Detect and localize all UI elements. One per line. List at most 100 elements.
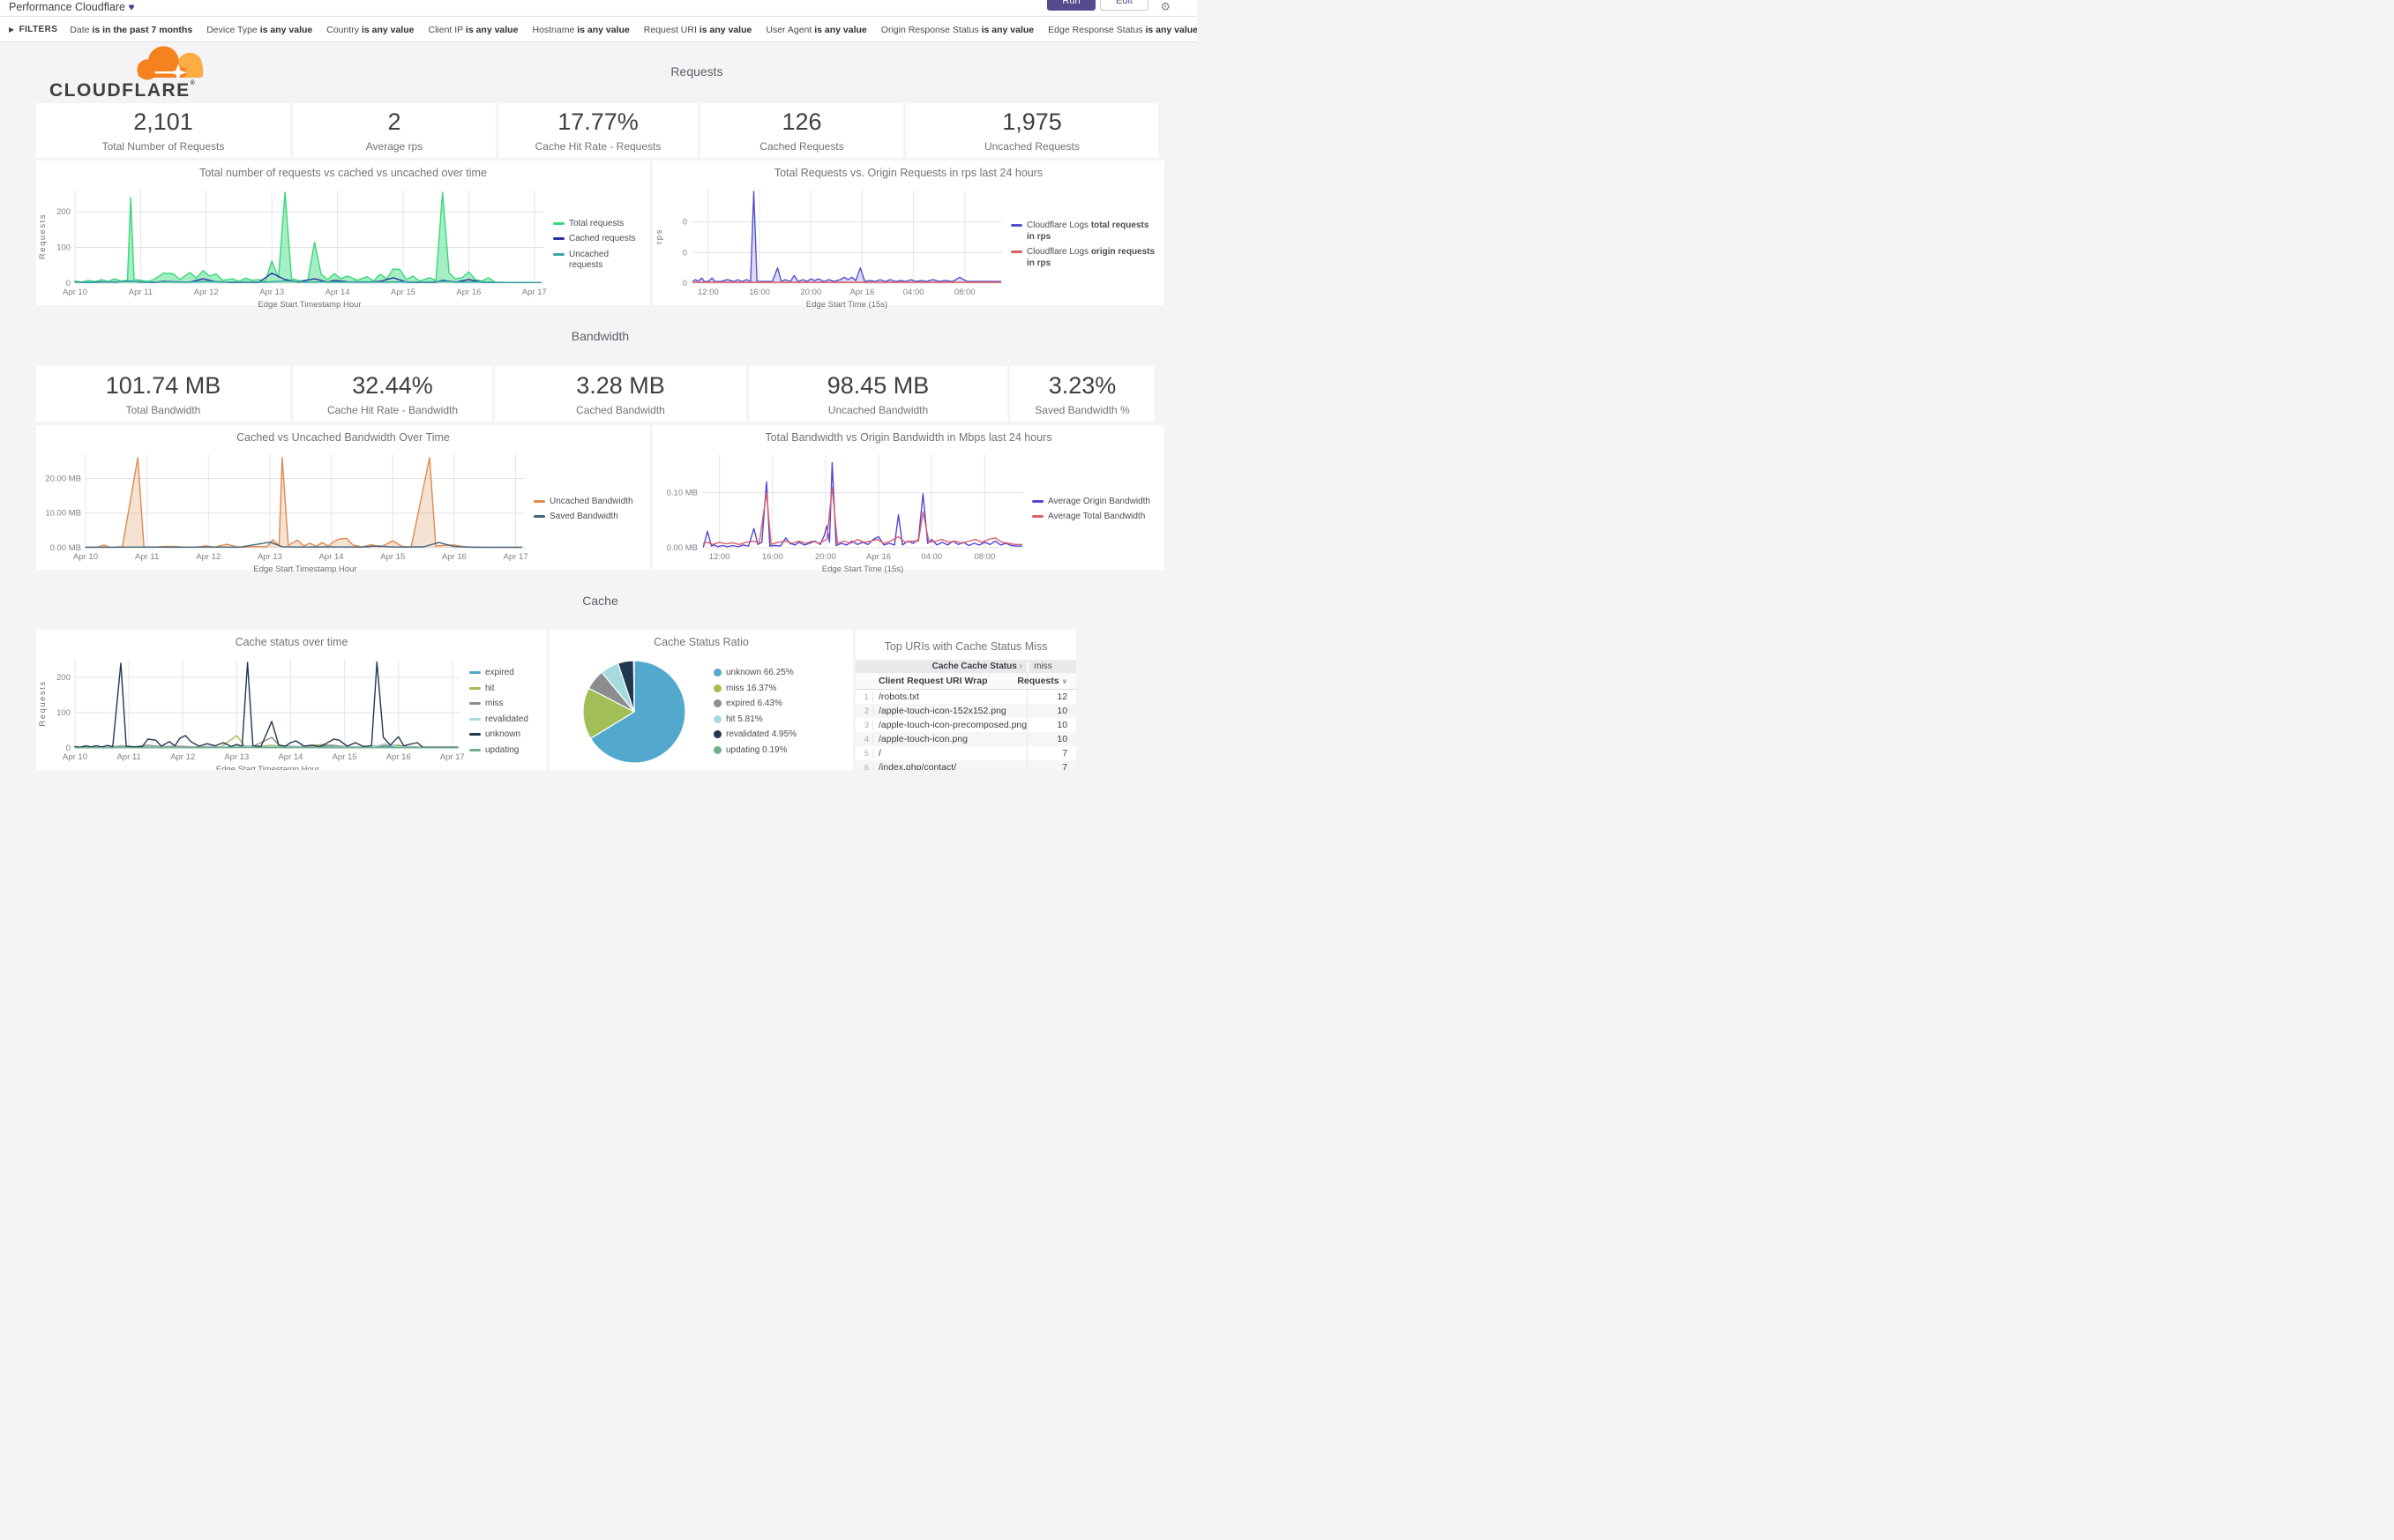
filter-field: Country [326,25,362,35]
cloudflare-cloud-icon [137,46,204,82]
legend-item[interactable]: expired 6.43% [714,699,797,710]
pie-slice-unknown[interactable] [589,660,686,764]
legend-swatch [714,714,722,723]
legend-swatch [714,669,722,677]
legend-item[interactable]: miss [469,699,542,710]
legend-item[interactable]: revalidated [469,714,542,726]
row-uri: /index.php/contact/ [879,762,957,770]
legend-item[interactable]: Total requests [553,219,645,230]
legend-swatch [469,733,481,736]
svg-text:04:00: 04:00 [903,288,924,297]
kpi-value: 98.45 MB [827,371,930,399]
legend-item[interactable]: Cloudflare Logs total requests in rps [1011,221,1159,243]
kpi-value: 2 [387,108,401,135]
filter-item[interactable]: Edge Response Status is any value [1048,25,1197,35]
kpi-label: Uncached Bandwidth [827,403,929,416]
legend-label: unknown 66.25% [726,668,794,677]
tile-top-uris-table: Top URIs with Cache Status Miss Cache Cac… [856,630,1077,770]
legend-label: Average Origin Bandwidth [1048,496,1150,506]
kpi-tile: 2,101 Total Number of Requests [36,103,290,158]
svg-text:Apr 13: Apr 13 [258,552,282,562]
legend-label: miss [485,699,504,708]
pie-legend: unknown 66.25% miss 16.37% expired 6.43% hi… [708,654,800,770]
chart-plot: Apr 10 Apr 11 Apr 12 Apr 13 Apr 14 Apr 15 Apr … [45,454,528,574]
filter-item[interactable]: Hostname is any value [532,25,629,35]
legend-item[interactable]: Average Total Bandwidth [1032,512,1159,523]
svg-text:Apr 11: Apr 11 [135,552,159,562]
filter-item[interactable]: Request URI is any value [644,25,752,35]
legend-item[interactable]: Cloudflare Logs origin requests in rps [1011,247,1159,269]
filter-value: is any value [259,25,313,35]
dashboard-title: Performance Cloudflare ♥ [9,1,135,13]
svg-text:08:00: 08:00 [974,552,995,562]
svg-text:16:00: 16:00 [749,288,770,297]
cloudflare-brand-text: CLOUDFLARE [49,80,191,101]
kpi-value: 1,975 [1002,108,1062,135]
legend-item[interactable]: revalidated 4.95% [714,729,797,741]
legend-item[interactable]: updating [469,745,542,757]
pie-slice-miss[interactable] [582,687,636,740]
kpi-label: Cache Hit Rate - Bandwidth [326,403,459,416]
edit-button[interactable]: Edit [1100,0,1148,11]
svg-text:Apr 13: Apr 13 [224,752,249,762]
kpi-tile: 98.45 MB Uncached Bandwidth [749,366,1007,422]
row-uri: /apple-touch-icon-152x152.png [879,706,1006,716]
table-row: 4/apple-touch-icon.png 10 [856,732,1077,746]
legend-item[interactable]: hit [469,684,542,695]
legend-item[interactable]: Cached requests [553,234,645,245]
svg-text:Apr 10: Apr 10 [63,752,87,762]
row-index: 3 [856,720,873,730]
svg-text:16:00: 16:00 [762,552,783,562]
svg-text:Apr 12: Apr 12 [170,752,195,762]
dashboard-title-text: Performance Cloudflare [9,1,126,13]
legend-item[interactable]: Uncached requests [553,250,645,272]
kpi-value: 17.77% [557,108,639,135]
filter-field: Request URI [643,25,699,35]
filter-item[interactable]: Date is in the past 7 months [70,25,192,35]
legend-item[interactable]: Average Origin Bandwidth [1032,497,1159,508]
filters-toggle[interactable]: ▶ FILTERS [9,25,57,34]
run-button[interactable]: Run [1047,0,1096,11]
legend-item[interactable]: unknown [469,729,542,741]
uri-column-header[interactable]: Client Request URI Wrap [879,676,988,686]
kpi-tile: 1,975 Uncached Requests [906,103,1158,158]
legend-item[interactable]: unknown 66.25% [714,668,797,679]
kpi-label: Saved Bandwidth % [1035,403,1130,416]
table-row: 6/index.php/contact/7 [856,760,1077,770]
svg-text:Requests: Requests [38,680,48,726]
svg-text:0: 0 [66,744,71,753]
requests-column-header[interactable]: Requests ∨ [1017,673,1076,689]
pivot-value: miss [1027,662,1076,671]
legend-item[interactable]: hit 5.81% [714,714,797,726]
legend-item[interactable]: Saved Bandwidth [534,512,645,523]
legend-item[interactable]: expired [469,668,542,679]
legend-label: updating [485,744,520,755]
gear-icon[interactable]: ⚙ [1160,0,1171,13]
legend-item[interactable]: Uncached Bandwidth [534,497,645,508]
filter-item[interactable]: Country is any value [326,25,414,35]
legend-swatch [714,699,722,707]
tile-bandwidth-over-time: Cached vs Uncached Bandwidth Over Time Ap… [36,425,650,574]
chart-plot: Apr 10 Apr 11 Apr 12 Apr 13 Apr 14 Apr 15 Apr … [38,659,465,770]
filter-item[interactable]: Origin Response Status is any value [881,25,1034,35]
filter-item[interactable]: Client IP is any value [428,25,518,35]
svg-text:08:00: 08:00 [954,288,976,297]
table-pivot-row: Cache Cache Status › miss [856,660,1077,673]
pie-slice-updating[interactable] [632,660,635,713]
legend-item[interactable]: miss 16.37% [714,684,797,695]
pivot-field-link[interactable]: Cache Cache Status [931,662,1017,671]
legend-swatch [469,686,481,690]
legend-item[interactable]: updating 0.19% [714,745,797,757]
chart-body: Apr 10 Apr 11 Apr 12 Apr 13 Apr 14 Apr 15 Apr … [36,449,650,574]
svg-text:Apr 12: Apr 12 [194,288,219,297]
filter-item[interactable]: User Agent is any value [766,25,866,35]
svg-text:Requests: Requests [38,213,48,259]
svg-text:0.10 MB: 0.10 MB [667,489,698,498]
filter-item[interactable]: Device Type is any value [206,25,312,35]
tile-bandwidth-24h: Total Bandwidth vs Origin Bandwidth in M… [653,425,1164,574]
chart-title: Cached vs Uncached Bandwidth Over Time [236,431,450,444]
chart-body: Apr 10 Apr 11 Apr 12 Apr 13 Apr 14 Apr 15 Apr … [36,654,547,770]
row-index: 4 [856,734,873,744]
svg-text:Apr 14: Apr 14 [325,288,350,297]
filters-expand-icon: ▶ [9,25,15,34]
